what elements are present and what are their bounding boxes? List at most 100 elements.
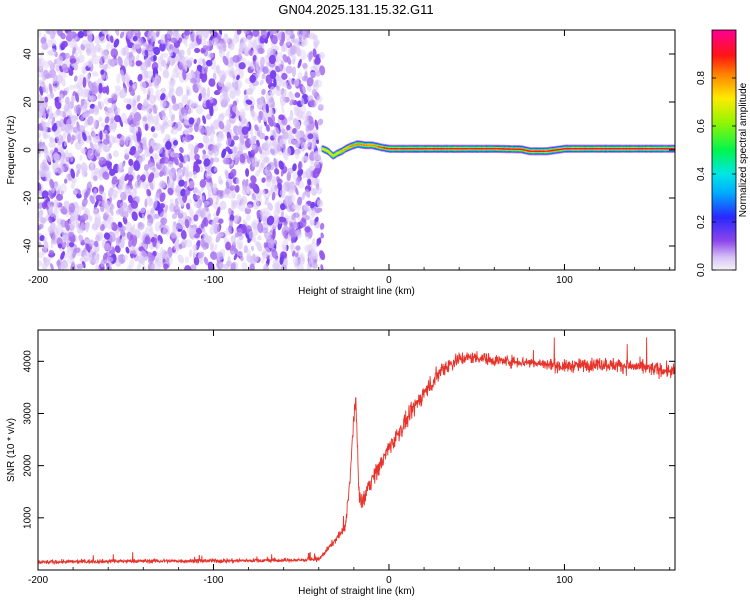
noise-dot — [251, 192, 257, 201]
noise-dot — [162, 52, 169, 58]
noise-dot — [196, 83, 201, 90]
noise-dot — [180, 230, 187, 240]
noise-dot — [167, 187, 174, 196]
noise-dot — [104, 116, 110, 124]
noise-dot — [256, 192, 262, 199]
noise-dot — [308, 99, 316, 107]
noise-dot — [209, 241, 214, 251]
noise-dot — [285, 65, 293, 74]
noise-dot — [258, 145, 263, 155]
noise-dot — [272, 122, 277, 128]
noise-dot — [238, 142, 243, 149]
noise-dot — [154, 221, 162, 232]
noise-dot — [60, 251, 65, 261]
noise-dot — [137, 73, 143, 82]
noise-dot — [128, 236, 134, 248]
noise-dot — [117, 254, 121, 261]
noise-dot — [136, 94, 141, 102]
noise-dot — [243, 245, 249, 254]
noise-dot — [128, 60, 133, 67]
noise-dot — [80, 147, 87, 154]
noise-dot — [314, 119, 319, 130]
noise-dot — [296, 47, 301, 57]
noise-dot — [183, 127, 190, 136]
noise-dot — [38, 132, 42, 139]
noise-dot — [125, 246, 130, 254]
noise-dot — [314, 161, 321, 170]
noise-dot — [161, 115, 169, 121]
noise-dot — [243, 30, 250, 35]
noise-dot — [160, 87, 166, 94]
noise-dot — [179, 146, 184, 154]
spectrogram-y-axis-label: Frequency (Hz) — [6, 116, 17, 185]
noise-dot — [131, 211, 138, 222]
noise-dot — [172, 140, 179, 146]
noise-dot — [209, 106, 214, 117]
noise-dot — [129, 227, 135, 235]
noise-dot — [259, 124, 263, 131]
noise-dot — [116, 184, 123, 194]
noise-dot — [203, 256, 209, 266]
noise-dot — [312, 48, 317, 58]
noise-dot — [105, 160, 112, 171]
noise-dot — [152, 55, 157, 62]
noise-dot — [56, 184, 62, 192]
noise-dot — [122, 216, 128, 225]
noise-dot — [116, 73, 121, 85]
noise-dot — [205, 113, 212, 120]
noise-dot — [302, 62, 308, 69]
noise-dot — [98, 116, 103, 123]
noise-dot — [89, 216, 93, 223]
noise-dot — [87, 115, 94, 126]
noise-dot — [153, 46, 161, 56]
noise-dot — [261, 88, 266, 96]
noise-dot — [54, 230, 60, 239]
noise-dot — [98, 82, 103, 94]
noise-dot — [219, 200, 227, 211]
noise-dot — [46, 30, 51, 35]
noise-dot — [86, 48, 92, 56]
noise-dot — [109, 207, 114, 216]
noise-dot — [289, 45, 297, 56]
noise-dot — [51, 124, 58, 132]
noise-dot — [294, 92, 301, 98]
noise-dot — [273, 143, 281, 154]
noise-dot — [265, 61, 270, 67]
noise-dot — [186, 47, 192, 56]
noise-dot — [38, 138, 43, 150]
noise-dot — [137, 222, 145, 231]
noise-dot — [78, 74, 85, 80]
noise-dot — [309, 217, 313, 226]
noise-dot — [142, 265, 146, 270]
noise-dot — [44, 96, 49, 103]
noise-dot — [105, 41, 111, 51]
noise-dot — [219, 94, 223, 104]
noise-dot — [106, 264, 112, 270]
noise-dot — [135, 60, 143, 67]
colorbar-tick-label: 0.6 — [696, 119, 707, 133]
noise-dot — [39, 200, 43, 211]
noise-dot — [144, 123, 149, 131]
noise-dot — [120, 191, 127, 201]
noise-dot — [236, 126, 243, 136]
noise-dot — [222, 55, 229, 66]
noise-dot — [122, 254, 129, 261]
noise-dot — [127, 174, 134, 182]
noise-dot — [294, 150, 300, 159]
noise-dot — [104, 129, 108, 135]
noise-dot — [93, 143, 98, 151]
noise-dot — [302, 170, 307, 180]
noise-dot — [132, 82, 138, 89]
noise-dot — [86, 30, 93, 36]
noise-dot — [306, 77, 314, 87]
noise-dot — [133, 160, 141, 171]
noise-dot — [282, 81, 289, 88]
noise-dot — [64, 178, 68, 184]
noise-dot — [301, 30, 309, 38]
noise-dot — [58, 110, 67, 117]
noise-dot — [143, 164, 149, 171]
noise-dot — [117, 221, 123, 228]
noise-dot — [169, 198, 174, 205]
noise-dot — [302, 155, 310, 161]
